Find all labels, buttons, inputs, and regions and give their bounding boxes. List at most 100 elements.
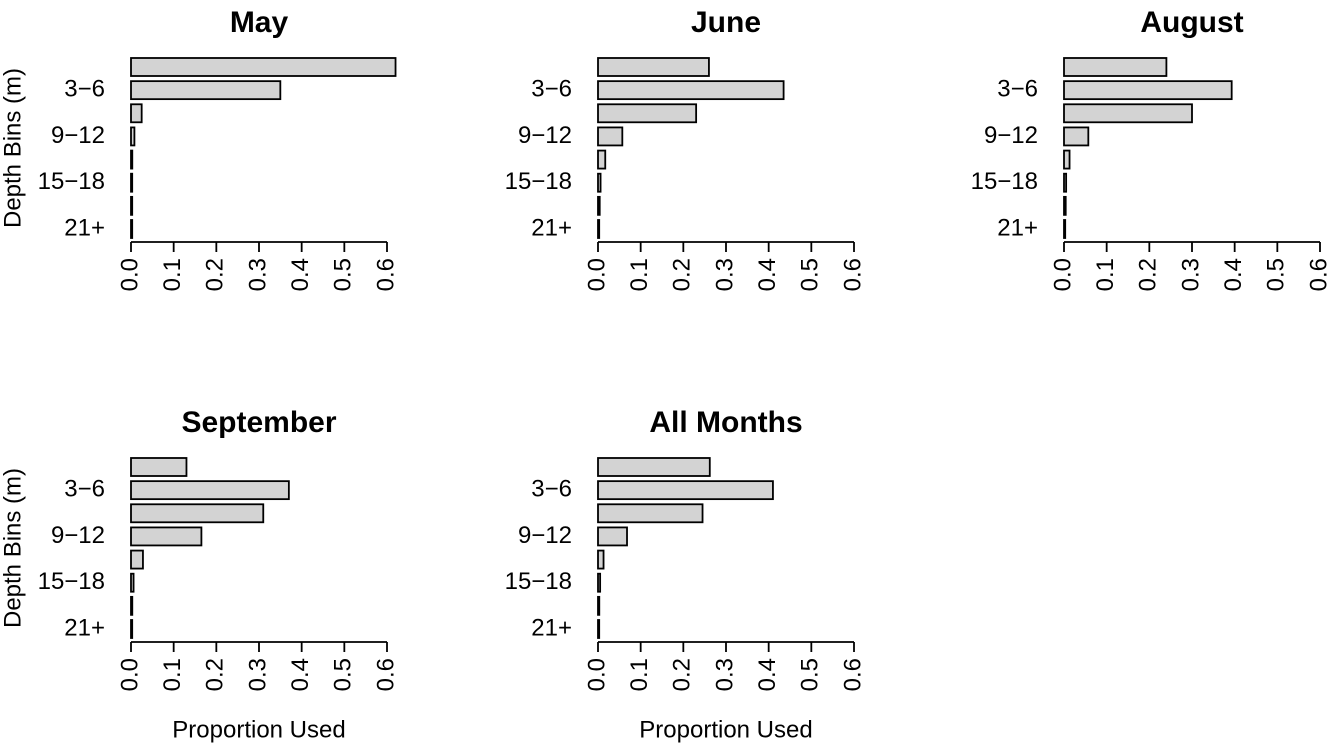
x-tick-label: 0.4 bbox=[287, 658, 314, 691]
x-tick-label: 0.5 bbox=[1263, 258, 1290, 291]
x-tick-label: 0.0 bbox=[116, 658, 143, 691]
bar-18−21 bbox=[130, 595, 134, 616]
bar-21+ bbox=[597, 219, 601, 239]
x-tick-label: 0.0 bbox=[583, 258, 610, 291]
bar-12−15 bbox=[130, 549, 144, 570]
bar-18−21 bbox=[1063, 195, 1067, 216]
x-tick-label: 0.1 bbox=[626, 258, 653, 291]
chart-panel-5: All Months 3−6 9−12 15−18 21+ 0.0 0.1 0.2 0.3 0.4… bbox=[505, 406, 867, 743]
x-tick-label: 0.2 bbox=[202, 658, 229, 691]
chart-panel-3: August 3−6 9−12 15−18 21+ 0.0 0.1 0.2 0.3 0.4 0.5 0… bbox=[971, 6, 1332, 291]
bar-12−15 bbox=[597, 149, 607, 170]
bar-18−21 bbox=[597, 195, 601, 216]
bar-21+ bbox=[130, 219, 134, 239]
x-tick-label: 0.4 bbox=[1220, 258, 1247, 291]
bar-3−6 bbox=[597, 480, 774, 501]
y-tick-label: 21+ bbox=[997, 214, 1038, 241]
bar-18−21 bbox=[130, 195, 134, 216]
bar-0−3 bbox=[130, 57, 397, 77]
x-tick-label: 0.5 bbox=[330, 258, 357, 291]
y-tick-label: 21+ bbox=[64, 614, 105, 641]
y-tick-label: 3−6 bbox=[997, 75, 1038, 102]
y-tick-label: 15−18 bbox=[505, 168, 572, 195]
y-tick-label: 21+ bbox=[64, 214, 105, 241]
y-tick-label: 21+ bbox=[531, 214, 572, 241]
x-tick-label: 0.1 bbox=[159, 258, 186, 291]
x-tick-label: 0.6 bbox=[839, 658, 866, 691]
chart-title: June bbox=[691, 6, 761, 39]
bar-3−6 bbox=[130, 80, 282, 101]
bar-3−6 bbox=[1063, 80, 1233, 101]
bar-3−6 bbox=[130, 480, 290, 501]
y-tick-label: 15−18 bbox=[971, 168, 1038, 195]
bar-9−12 bbox=[597, 526, 628, 547]
y-tick-label: 9−12 bbox=[51, 122, 105, 149]
bar-9−12 bbox=[1063, 126, 1090, 147]
bar-21+ bbox=[1063, 219, 1067, 239]
x-tick-label: 0.5 bbox=[330, 658, 357, 691]
bar-6−9 bbox=[597, 103, 698, 124]
chart-title: May bbox=[230, 6, 289, 39]
bar-15−18 bbox=[130, 572, 135, 593]
y-tick-label: 9−12 bbox=[518, 122, 572, 149]
bar-12−15 bbox=[597, 549, 605, 570]
bar-3−6 bbox=[597, 80, 785, 101]
x-tick-label: 0.2 bbox=[1135, 258, 1162, 291]
y-tick-label: 21+ bbox=[531, 614, 572, 641]
x-tick-label: 0.1 bbox=[1092, 258, 1119, 291]
x-tick-label: 0.0 bbox=[116, 258, 143, 291]
x-tick-label: 0.6 bbox=[1305, 258, 1332, 291]
bar-18−21 bbox=[597, 595, 601, 616]
bar-12−15 bbox=[130, 149, 134, 170]
bar-15−18 bbox=[597, 572, 602, 593]
x-tick-label: 0.2 bbox=[669, 258, 696, 291]
bar-21+ bbox=[597, 619, 601, 639]
bar-6−9 bbox=[130, 503, 265, 524]
x-tick-label: 0.5 bbox=[797, 258, 824, 291]
y-axis-title: Depth Bins (m) bbox=[0, 468, 26, 628]
y-tick-label: 15−18 bbox=[38, 568, 105, 595]
bar-6−9 bbox=[1063, 103, 1193, 124]
bar-6−9 bbox=[130, 103, 143, 124]
x-tick-label: 0.3 bbox=[711, 258, 738, 291]
chart-title: All Months bbox=[649, 406, 802, 439]
x-tick-label: 0.4 bbox=[754, 658, 781, 691]
x-tick-label: 0.3 bbox=[244, 258, 271, 291]
y-tick-label: 3−6 bbox=[64, 475, 105, 502]
bar-21+ bbox=[130, 619, 134, 639]
y-tick-label: 15−18 bbox=[505, 568, 572, 595]
bar-15−18 bbox=[130, 172, 134, 193]
x-tick-label: 0.3 bbox=[711, 658, 738, 691]
bar-12−15 bbox=[1063, 149, 1071, 170]
x-tick-label: 0.0 bbox=[583, 658, 610, 691]
x-tick-label: 0.3 bbox=[1177, 258, 1204, 291]
y-tick-label: 9−12 bbox=[51, 522, 105, 549]
x-tick-label: 0.1 bbox=[159, 658, 186, 691]
x-tick-label: 0.0 bbox=[1049, 258, 1076, 291]
chart-panel-1: May 3−6 9−12 15−18 21+ 0.0 0.1 0.2 0.3 0.4 0.5 0.6 D… bbox=[0, 6, 399, 291]
x-tick-label: 0.6 bbox=[839, 258, 866, 291]
x-tick-label: 0.6 bbox=[372, 658, 399, 691]
x-tick-label: 0.4 bbox=[287, 258, 314, 291]
x-tick-label: 0.2 bbox=[669, 658, 696, 691]
x-tick-label: 0.3 bbox=[244, 658, 271, 691]
y-tick-label: 15−18 bbox=[38, 168, 105, 195]
x-tick-label: 0.4 bbox=[754, 258, 781, 291]
x-tick-label: 0.6 bbox=[372, 258, 399, 291]
y-tick-label: 3−6 bbox=[531, 475, 572, 502]
bar-9−12 bbox=[130, 526, 203, 547]
bar-15−18 bbox=[1063, 172, 1068, 193]
bar-15−18 bbox=[597, 172, 602, 193]
x-axis-title: Proportion Used bbox=[172, 716, 345, 743]
y-tick-label: 9−12 bbox=[518, 522, 572, 549]
bar-0−3 bbox=[597, 57, 710, 77]
chart-title: September bbox=[181, 406, 336, 439]
y-axis-title: Depth Bins (m) bbox=[0, 68, 26, 228]
bar-0−3 bbox=[597, 457, 711, 477]
bar-9−12 bbox=[597, 126, 624, 147]
x-axis-title: Proportion Used bbox=[639, 716, 812, 743]
chart-panel-4: September 3−6 9−12 15−18 21+ 0.0 0.1 0.2 0.3 0.4 0… bbox=[0, 406, 399, 743]
y-tick-label: 3−6 bbox=[64, 75, 105, 102]
x-tick-label: 0.1 bbox=[626, 658, 653, 691]
